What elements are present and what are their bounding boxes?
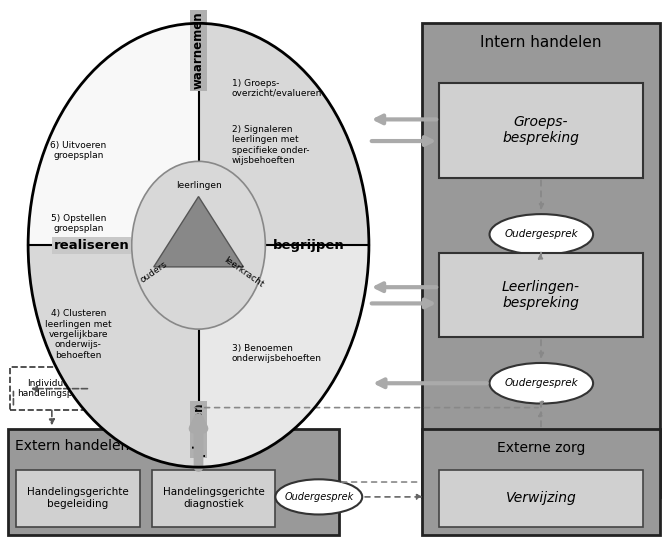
Text: Handelingsgerichte
diagnostiek: Handelingsgerichte diagnostiek xyxy=(162,487,264,509)
Text: ouders: ouders xyxy=(138,260,169,285)
Text: Handelingsgerichte
begeleiding: Handelingsgerichte begeleiding xyxy=(27,487,129,509)
Text: Extern handelen: Extern handelen xyxy=(15,439,129,453)
Text: realiseren: realiseren xyxy=(54,238,130,252)
Polygon shape xyxy=(199,24,369,245)
Text: 5) Opstellen
groepsplan: 5) Opstellen groepsplan xyxy=(50,214,106,233)
FancyBboxPatch shape xyxy=(439,83,643,178)
Text: Externe zorg: Externe zorg xyxy=(497,441,585,455)
Polygon shape xyxy=(199,245,369,467)
Polygon shape xyxy=(28,24,199,245)
FancyBboxPatch shape xyxy=(152,470,275,527)
Text: 6) Uitvoeren
groepsplan: 6) Uitvoeren groepsplan xyxy=(50,141,107,160)
Text: waarnemen: waarnemen xyxy=(192,11,205,89)
Text: Groeps-
bespreking: Groeps- bespreking xyxy=(503,115,580,146)
Text: 4) Clusteren
leerlingen met
vergelijkbare
onderwijs-
behoeften: 4) Clusteren leerlingen met vergelijkbar… xyxy=(45,309,111,360)
FancyBboxPatch shape xyxy=(16,470,140,527)
Text: Individueel
handelingsplan: Individueel handelingsplan xyxy=(17,379,87,398)
FancyBboxPatch shape xyxy=(439,253,643,337)
FancyBboxPatch shape xyxy=(439,470,643,527)
Ellipse shape xyxy=(490,363,593,404)
Text: leerkracht: leerkracht xyxy=(221,255,265,289)
Text: begrijpen: begrijpen xyxy=(273,238,345,252)
Ellipse shape xyxy=(275,479,362,515)
Ellipse shape xyxy=(132,161,265,329)
FancyBboxPatch shape xyxy=(10,367,93,410)
Text: Oudergesprek: Oudergesprek xyxy=(285,492,354,502)
FancyBboxPatch shape xyxy=(8,429,339,535)
Text: plannen: plannen xyxy=(192,403,205,456)
Text: Oudergesprek: Oudergesprek xyxy=(505,378,578,388)
Text: Oudergesprek: Oudergesprek xyxy=(505,229,578,240)
Text: 2) Signaleren
leerlingen met
specifieke onder-
wijsbehoeften: 2) Signaleren leerlingen met specifieke … xyxy=(232,125,309,165)
Text: 3) Benoemen
onderwijsbehoeften: 3) Benoemen onderwijsbehoeften xyxy=(232,344,322,363)
Ellipse shape xyxy=(28,24,369,467)
Polygon shape xyxy=(154,196,244,267)
Text: leerlingen: leerlingen xyxy=(176,181,221,190)
Text: 1) Groeps-
overzicht/evalueren: 1) Groeps- overzicht/evalueren xyxy=(232,79,322,98)
Text: Leerlingen-
bespreking: Leerlingen- bespreking xyxy=(502,280,580,310)
FancyBboxPatch shape xyxy=(422,24,660,497)
FancyBboxPatch shape xyxy=(422,429,660,535)
Ellipse shape xyxy=(490,214,593,255)
Text: Intern handelen: Intern handelen xyxy=(480,35,602,50)
Text: Verwijzing: Verwijzing xyxy=(506,491,576,505)
Polygon shape xyxy=(28,245,199,467)
